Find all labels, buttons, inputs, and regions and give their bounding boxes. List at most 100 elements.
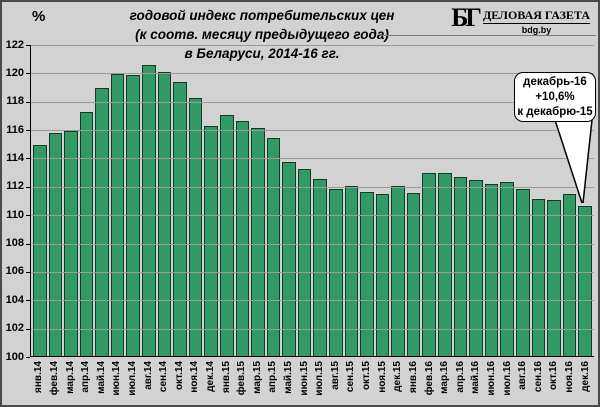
x-tick-label: июл.14 (126, 361, 138, 396)
callout-line1: декабрь-16 (523, 75, 587, 88)
bar (438, 173, 452, 356)
bar (266, 137, 281, 356)
y-tick-label: 110 (6, 208, 24, 221)
x-tick-label: мар.15 (251, 361, 263, 394)
y-tick-mark (26, 130, 30, 132)
bar (282, 161, 296, 356)
bar (406, 192, 421, 356)
bar (391, 185, 405, 356)
logo-monogram-icon: БГ (451, 3, 482, 32)
y-tick-mark (26, 101, 30, 103)
gridline (31, 186, 594, 188)
plot-area (26, 45, 594, 358)
gridline (31, 158, 594, 160)
gridline (31, 300, 594, 302)
bar (578, 205, 592, 356)
newspaper-logo: БГ ДЕЛОВАЯ ГАЗЕТА bdg.by (451, 5, 590, 35)
y-tick-label: 118 (6, 95, 24, 108)
y-tick-label: 116 (6, 123, 24, 136)
chart-title-line2: (к соотв. месяцу предыдущего года) (135, 27, 389, 42)
y-tick-mark (26, 271, 30, 273)
logo-name: ДЕЛОВАЯ ГАЗЕТА (482, 8, 590, 24)
callout-line3: к декабрю-15 (517, 105, 593, 118)
gridline (31, 101, 594, 103)
bar (235, 120, 250, 356)
gridline (31, 328, 594, 330)
y-tick-label: 104 (5, 293, 24, 306)
bar (562, 194, 577, 356)
x-tick-label: дек.14 (205, 361, 216, 392)
logo-divider (380, 35, 596, 36)
x-tick-label: апр.16 (454, 361, 466, 393)
gridline (31, 73, 594, 75)
bar (500, 181, 514, 356)
x-tick-label: дек.15 (392, 361, 404, 392)
y-axis-labels: 122 120 118 116 114 112 110 108 106 104 102 100 (2, 39, 27, 362)
gridline (31, 271, 594, 273)
y-tick-label: 102 (5, 322, 24, 335)
y-tick-label: 108 (5, 237, 24, 250)
x-tick-label: мар.16 (439, 361, 451, 394)
y-tick-mark (26, 300, 30, 302)
gridline (31, 130, 594, 132)
bar (453, 177, 468, 356)
bar (204, 126, 218, 356)
bar (33, 144, 47, 356)
x-tick-label: ноя.15 (376, 361, 388, 393)
bar (484, 184, 499, 356)
bar (157, 72, 172, 356)
x-tick-label: авг.15 (329, 361, 341, 390)
x-tick-label: янв.15 (220, 361, 232, 393)
x-tick-label: май.14 (95, 361, 107, 394)
bar (313, 178, 327, 356)
y-tick-label: 100 (5, 350, 24, 363)
logo-site: bdg.by (521, 25, 552, 35)
x-tick-label: сен.16 (532, 361, 544, 393)
y-tick-label: 106 (5, 265, 24, 278)
x-tick-label: май.16 (470, 361, 482, 394)
gridline (31, 45, 594, 46)
x-tick-label: июн.14 (111, 361, 123, 396)
bar (142, 65, 156, 356)
callout-line2: +10,6% (535, 90, 575, 103)
x-tick-label: авг.14 (142, 361, 154, 390)
y-tick-mark (26, 357, 30, 358)
bar (547, 200, 561, 356)
gridline (31, 215, 594, 217)
bar (531, 198, 546, 356)
x-tick-label: мар.14 (64, 361, 76, 394)
y-tick-label: 112 (6, 180, 24, 193)
y-tick-mark (26, 158, 30, 160)
bar (422, 173, 437, 356)
annotation-callout: декабрь-16 +10,6% к декабрю-15 (514, 72, 596, 122)
y-tick-mark (26, 186, 30, 188)
x-tick-label: сен.14 (158, 361, 170, 393)
bar (173, 82, 187, 356)
bar (188, 97, 203, 356)
bar (344, 185, 359, 356)
x-tick-label: июл.15 (314, 361, 326, 396)
x-tick-label: ноя.16 (564, 361, 576, 393)
bar (95, 87, 109, 356)
y-axis-unit-label: % (32, 8, 46, 25)
chart-title-line3: в Беларуси, 2014-16 гг. (184, 46, 340, 61)
bar (79, 112, 94, 356)
x-tick-label: фев.16 (423, 361, 435, 396)
x-tick-label: ноя.14 (189, 361, 201, 393)
bar (48, 133, 63, 356)
x-tick-label: апр.15 (267, 361, 279, 393)
x-tick-label: фев.14 (48, 361, 60, 396)
x-tick-label: янв.16 (407, 361, 419, 393)
y-tick-mark (26, 73, 30, 75)
x-axis-labels: янв.14 фев.14 мар.14 апр.14 май.14 июн.14 июл.… (30, 361, 594, 405)
chart-title-line1: годовой индекс потребительских цен (129, 8, 395, 23)
bar (375, 194, 390, 356)
bar (469, 180, 483, 356)
x-tick-label: окт.14 (173, 361, 185, 391)
bar (360, 191, 374, 356)
x-tick-label: май.15 (283, 361, 295, 394)
y-tick-mark (26, 215, 30, 217)
chart-title: годовой индекс потребительских цен (к со… (62, 6, 462, 63)
x-tick-label: янв.14 (33, 361, 45, 393)
